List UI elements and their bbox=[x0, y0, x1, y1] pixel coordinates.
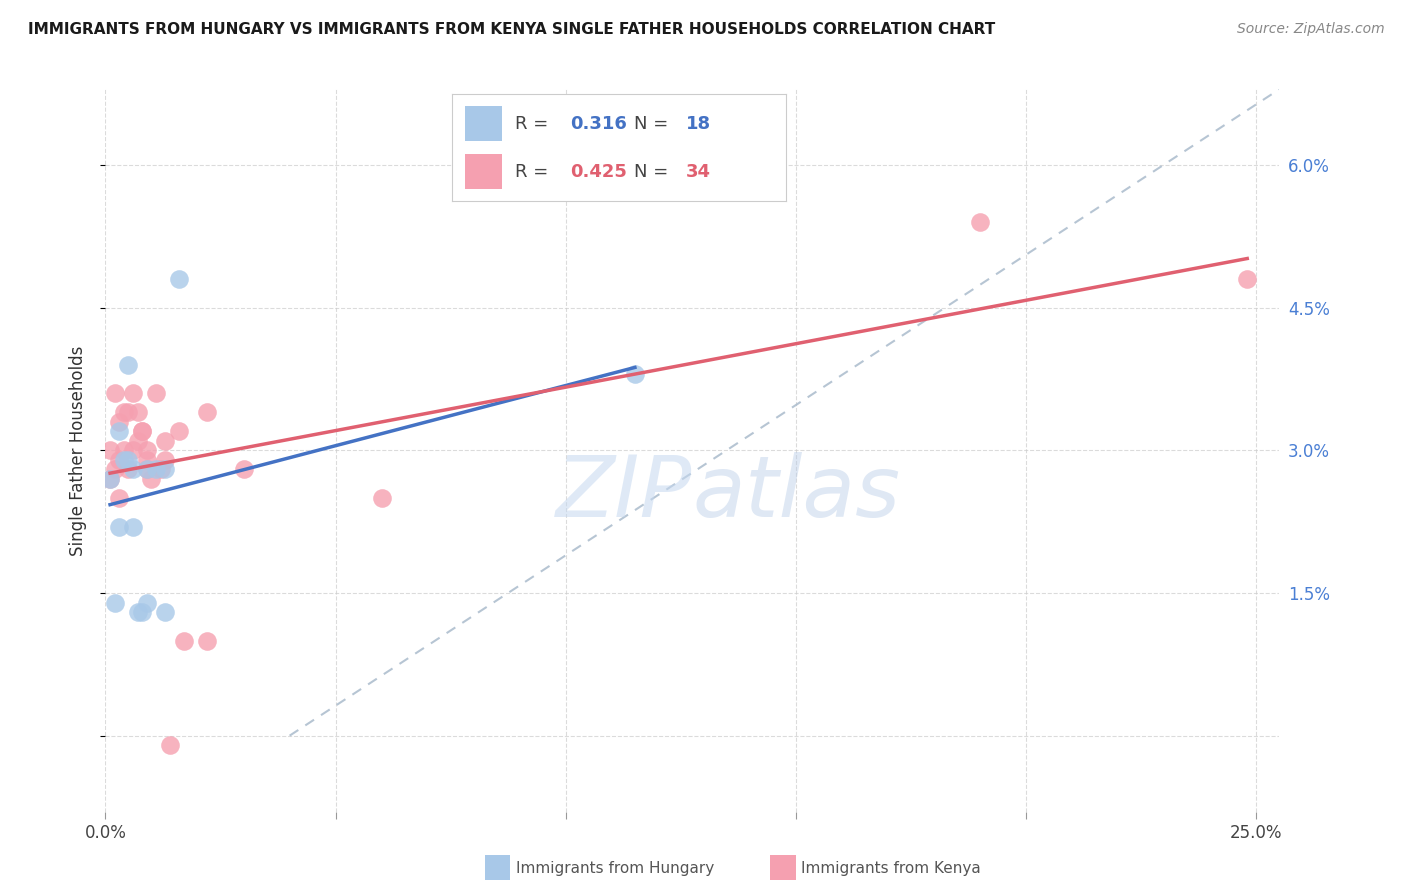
Point bbox=[135, 462, 157, 476]
Point bbox=[195, 633, 218, 648]
Point bbox=[131, 425, 153, 439]
Point bbox=[112, 453, 135, 467]
Point bbox=[117, 358, 139, 372]
Point bbox=[135, 443, 157, 458]
Point bbox=[155, 462, 177, 476]
Point bbox=[98, 472, 121, 486]
Point bbox=[112, 443, 135, 458]
Point bbox=[1236, 272, 1258, 286]
Point bbox=[127, 434, 149, 448]
Point bbox=[969, 215, 991, 229]
Point bbox=[145, 462, 167, 476]
Point bbox=[98, 472, 121, 486]
Text: Source: ZipAtlas.com: Source: ZipAtlas.com bbox=[1237, 22, 1385, 37]
Point bbox=[159, 738, 181, 752]
Point bbox=[167, 272, 190, 286]
Point bbox=[232, 462, 254, 476]
Text: Immigrants from Kenya: Immigrants from Kenya bbox=[801, 862, 981, 876]
Point bbox=[127, 405, 149, 419]
Point bbox=[135, 462, 157, 476]
Point bbox=[135, 596, 157, 610]
Y-axis label: Single Father Households: Single Father Households bbox=[69, 345, 87, 556]
Point bbox=[122, 519, 145, 533]
Point bbox=[104, 386, 127, 401]
Point bbox=[135, 453, 157, 467]
Point bbox=[117, 405, 139, 419]
Point bbox=[117, 462, 139, 476]
Point bbox=[173, 633, 195, 648]
Point bbox=[167, 425, 190, 439]
Point bbox=[104, 462, 127, 476]
Point bbox=[370, 491, 392, 505]
Point bbox=[195, 405, 218, 419]
Point bbox=[112, 405, 135, 419]
Point bbox=[624, 368, 647, 382]
Point bbox=[141, 472, 163, 486]
Point bbox=[108, 519, 131, 533]
Point bbox=[98, 443, 121, 458]
Point bbox=[145, 386, 167, 401]
Point bbox=[108, 415, 131, 429]
Point bbox=[155, 605, 177, 619]
Point bbox=[155, 453, 177, 467]
Point bbox=[131, 605, 153, 619]
Point bbox=[122, 443, 145, 458]
Text: Immigrants from Hungary: Immigrants from Hungary bbox=[516, 862, 714, 876]
Point bbox=[108, 453, 131, 467]
Text: ZIP: ZIP bbox=[557, 452, 692, 535]
Point bbox=[108, 425, 131, 439]
Point bbox=[108, 491, 131, 505]
Point bbox=[104, 596, 127, 610]
Point bbox=[155, 434, 177, 448]
Point bbox=[127, 605, 149, 619]
Point bbox=[149, 462, 172, 476]
Point bbox=[122, 462, 145, 476]
Text: IMMIGRANTS FROM HUNGARY VS IMMIGRANTS FROM KENYA SINGLE FATHER HOUSEHOLDS CORREL: IMMIGRANTS FROM HUNGARY VS IMMIGRANTS FR… bbox=[28, 22, 995, 37]
Point bbox=[117, 453, 139, 467]
Text: atlas: atlas bbox=[692, 452, 900, 535]
Point bbox=[131, 425, 153, 439]
Point bbox=[122, 386, 145, 401]
